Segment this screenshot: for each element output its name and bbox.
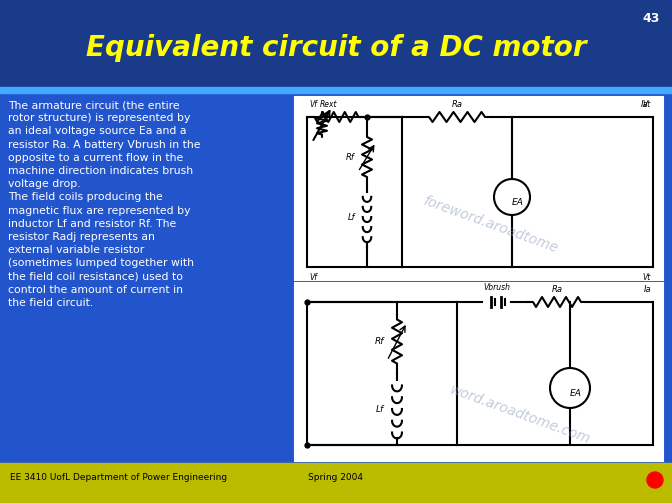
Text: 43: 43 — [642, 12, 660, 25]
Text: Ia: Ia — [644, 285, 652, 294]
Text: Rf: Rf — [346, 152, 355, 161]
Bar — [0, 0, 672, 90]
Text: Vbrush: Vbrush — [483, 283, 511, 292]
Text: Rext: Rext — [321, 100, 338, 109]
Circle shape — [647, 472, 663, 488]
Circle shape — [550, 368, 590, 408]
Text: Vt: Vt — [642, 100, 651, 109]
Bar — [0, 93, 672, 463]
Text: Equivalent circuit of a DC motor: Equivalent circuit of a DC motor — [86, 34, 586, 62]
Text: Vt: Vt — [642, 273, 651, 282]
Bar — [295, 97, 663, 280]
Bar — [0, 87, 672, 93]
Text: EE 3410 UofL Department of Power Engineering: EE 3410 UofL Department of Power Enginee… — [10, 473, 227, 482]
Text: Lf: Lf — [347, 212, 355, 221]
Text: The armature circuit (the entire
rotor structure) is represented by
an ideal vol: The armature circuit (the entire rotor s… — [8, 100, 200, 308]
Text: Vf: Vf — [309, 273, 317, 282]
Bar — [295, 283, 663, 461]
Text: foreword.aroadtome: foreword.aroadtome — [421, 194, 559, 256]
Text: word.aroadtome.com: word.aroadtome.com — [448, 383, 592, 447]
Text: Vf: Vf — [309, 100, 317, 109]
Text: Ra: Ra — [552, 285, 562, 294]
Text: Ia: Ia — [641, 100, 648, 109]
Bar — [0, 463, 672, 503]
Circle shape — [494, 179, 530, 215]
Text: Ra: Ra — [452, 100, 462, 109]
Text: Lf: Lf — [376, 404, 384, 413]
Text: EA: EA — [570, 389, 582, 398]
Text: Spring 2004: Spring 2004 — [308, 473, 364, 482]
Text: Rf: Rf — [374, 337, 384, 346]
Text: EA: EA — [511, 198, 523, 207]
